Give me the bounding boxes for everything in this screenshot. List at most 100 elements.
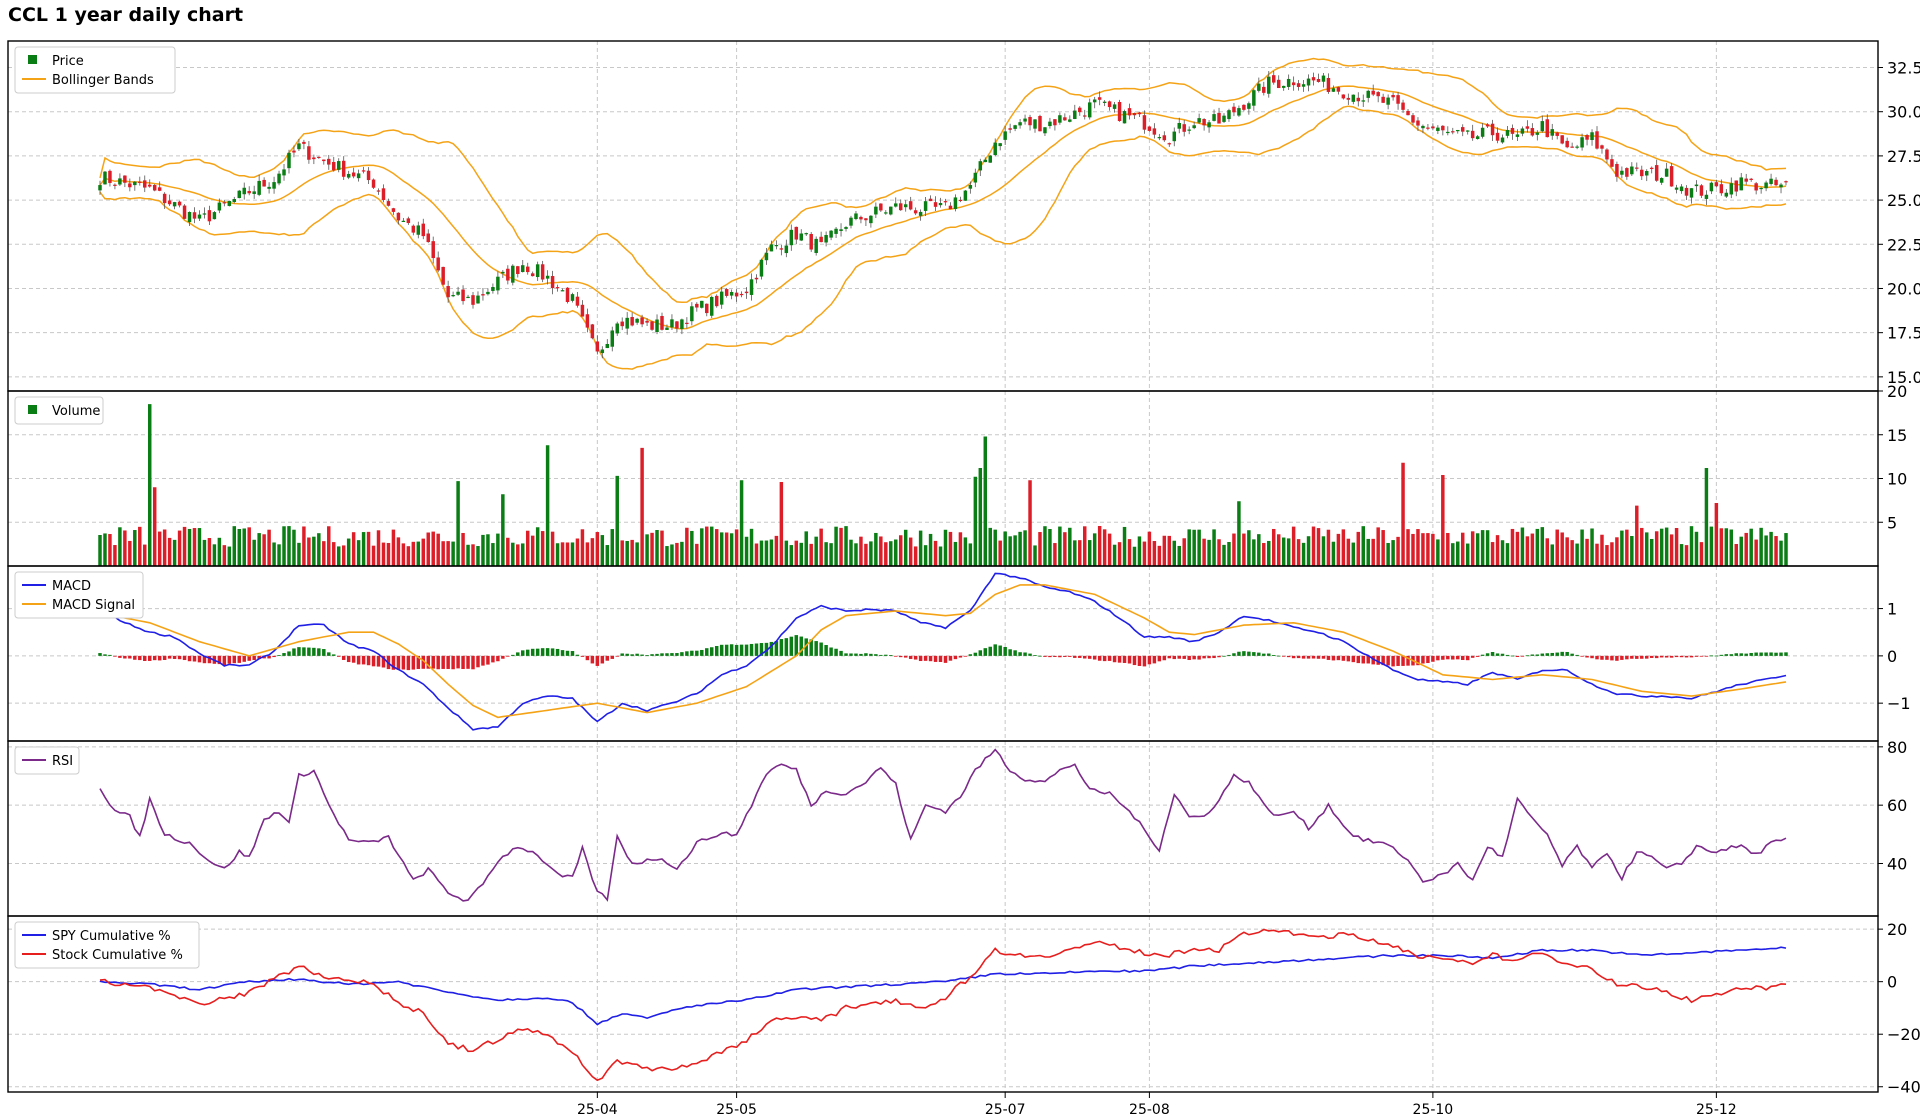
candle-body — [1222, 115, 1226, 122]
volume-bar — [1316, 528, 1321, 566]
volume-bar — [302, 526, 306, 566]
candle-body — [1470, 130, 1475, 139]
macd-histogram-bar — [1187, 655, 1191, 661]
macd-histogram-bar — [456, 655, 460, 669]
volume-bar — [1296, 539, 1301, 566]
volume-bar — [113, 545, 117, 566]
volume-bar — [456, 481, 460, 566]
macd-histogram-bar — [366, 655, 371, 666]
macd-histogram-bar — [1172, 655, 1177, 660]
macd-histogram-bar — [401, 655, 406, 670]
bollinger-upper-line — [99, 57, 1787, 304]
macd-histogram-bar — [1232, 653, 1236, 656]
candle-body — [675, 321, 679, 329]
volume-bar — [172, 539, 177, 566]
macd-histogram-bar — [1376, 655, 1380, 665]
macd-histogram-bar — [1456, 655, 1460, 660]
volume-bar — [317, 533, 321, 566]
candle-body — [908, 201, 913, 210]
macd-histogram-bar — [719, 644, 724, 656]
candle-body — [575, 296, 580, 306]
candle-body — [1401, 102, 1405, 110]
volume-bar — [361, 532, 366, 566]
candle-body — [789, 229, 794, 246]
candle-body — [1530, 128, 1535, 136]
candle-body — [1341, 94, 1346, 99]
macd-histogram-bar — [1296, 655, 1301, 659]
volume-bar — [918, 530, 923, 566]
macd-histogram-bar — [1605, 655, 1609, 660]
candle-body — [625, 317, 629, 329]
macd-histogram-bar — [933, 655, 938, 662]
macd-histogram-bar — [1033, 655, 1037, 656]
volume-bar — [471, 544, 475, 566]
macd-histogram-bar — [680, 652, 684, 656]
cumulative-legend-label: SPY Cumulative % — [52, 929, 171, 944]
candle-body — [779, 248, 784, 250]
macd-histogram-bar — [466, 655, 470, 669]
macd-histogram-bar — [471, 655, 475, 670]
candle-body — [1331, 88, 1336, 92]
volume-bar — [247, 527, 251, 566]
macd-histogram-bar — [1610, 655, 1614, 661]
macd-histogram-bar — [585, 655, 590, 661]
volume-tick-label: 5 — [1887, 513, 1897, 532]
macd-histogram-bar — [1281, 655, 1286, 657]
macd-histogram-bar — [615, 655, 619, 657]
macd-histogram-bar — [501, 655, 505, 659]
candle-body — [118, 178, 122, 185]
macd-histogram-bar — [1058, 655, 1062, 658]
volume-bar — [1724, 528, 1729, 566]
volume-bar — [1117, 542, 1122, 566]
macd-histogram-bar — [1227, 654, 1231, 656]
candle-body — [227, 200, 232, 206]
macd-histogram-bar — [1356, 655, 1361, 664]
macd-histogram-bar — [1719, 654, 1724, 656]
volume-bar — [550, 531, 555, 566]
volume-bar — [1784, 533, 1788, 566]
candle-body — [416, 225, 421, 235]
candle-body — [302, 141, 306, 144]
candle-body — [555, 287, 560, 289]
candle-body — [292, 150, 296, 153]
macd-histogram-bar — [138, 655, 142, 661]
panel-frame — [7, 740, 1879, 917]
macd-histogram-bar — [1257, 652, 1261, 656]
macd-histogram-bar — [197, 655, 202, 663]
macd-histogram-bar — [1570, 653, 1574, 656]
volume-bar — [1460, 532, 1465, 566]
candle-body — [1227, 110, 1231, 120]
panel-frame — [7, 915, 1879, 1093]
macd-histogram-bar — [222, 655, 227, 666]
volume-bar — [695, 543, 699, 566]
macd-histogram-bar — [446, 655, 450, 669]
candle-body — [590, 324, 595, 339]
candle-body — [187, 212, 192, 223]
volume-bar — [1341, 529, 1346, 566]
macd-histogram-bar — [700, 649, 704, 656]
volume-bar — [1177, 545, 1181, 566]
candle-body — [451, 295, 455, 297]
volume-bar — [1560, 532, 1564, 566]
volume-bar — [724, 532, 729, 566]
candle-body — [913, 210, 918, 214]
candle-body — [1291, 82, 1296, 86]
macd-histogram-bar — [953, 655, 958, 660]
volume-bar — [1291, 526, 1296, 566]
macd-histogram-bar — [724, 644, 729, 656]
volume-bar — [1053, 543, 1057, 566]
candle-body — [814, 238, 818, 253]
macd-histogram-bar — [1401, 655, 1405, 666]
macd-histogram-bar — [147, 655, 152, 661]
macd-histogram-bar — [973, 652, 978, 656]
volume-bar — [1719, 528, 1724, 566]
price-legend — [14, 46, 176, 94]
volume-bar — [143, 544, 147, 566]
candle-body — [162, 193, 167, 204]
macd-histogram-bar — [570, 651, 575, 656]
cumulative-tick-label: 20 — [1887, 920, 1907, 939]
candle-body — [1073, 110, 1077, 119]
candle-body — [719, 291, 724, 305]
candle-body — [933, 202, 938, 207]
candle-body — [1311, 77, 1316, 81]
